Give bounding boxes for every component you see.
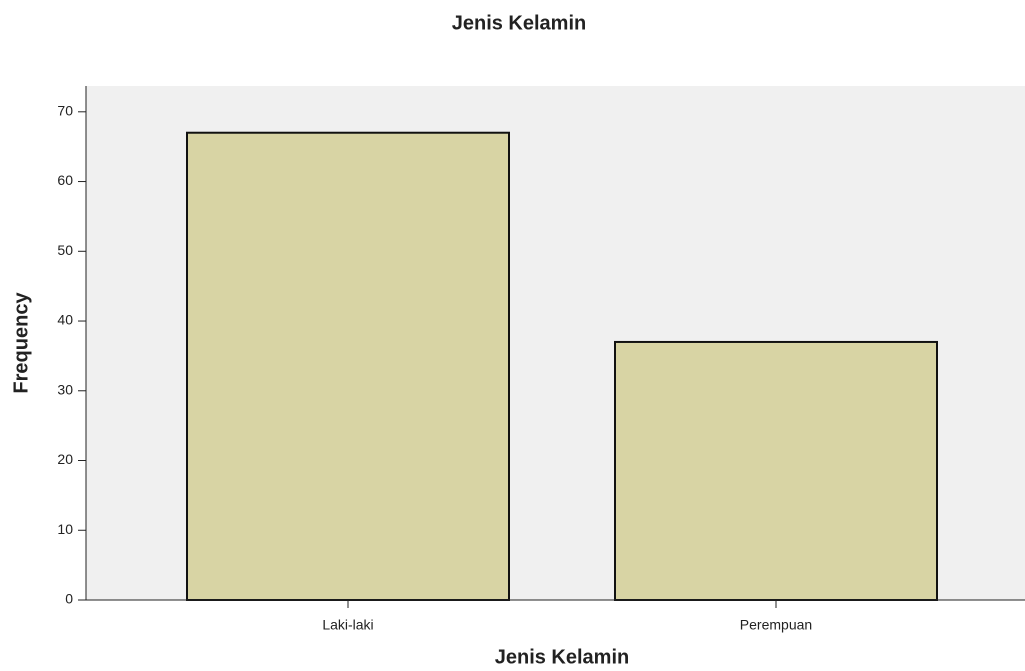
chart: Jenis Kelamin Jenis Kelamin Frequency 0 1… bbox=[0, 0, 1025, 671]
x-tick-label: Laki-laki bbox=[322, 617, 373, 633]
y-tick-label: 60 bbox=[57, 172, 73, 188]
y-tick-label: 20 bbox=[57, 451, 73, 467]
y-tick-label: 50 bbox=[57, 242, 73, 258]
y-tick-label: 0 bbox=[65, 591, 73, 607]
y-tick-label: 30 bbox=[57, 381, 73, 397]
bar bbox=[187, 133, 509, 600]
y-tick-label: 40 bbox=[57, 312, 73, 328]
x-tick-label: Perempuan bbox=[740, 617, 812, 633]
x-axis-label: Jenis Kelamin bbox=[495, 646, 630, 668]
bar bbox=[615, 342, 937, 600]
y-tick-label: 70 bbox=[57, 103, 73, 119]
chart-title: Jenis Kelamin bbox=[452, 12, 587, 34]
y-axis-label: Frequency bbox=[10, 292, 32, 394]
y-tick-label: 10 bbox=[57, 521, 73, 537]
